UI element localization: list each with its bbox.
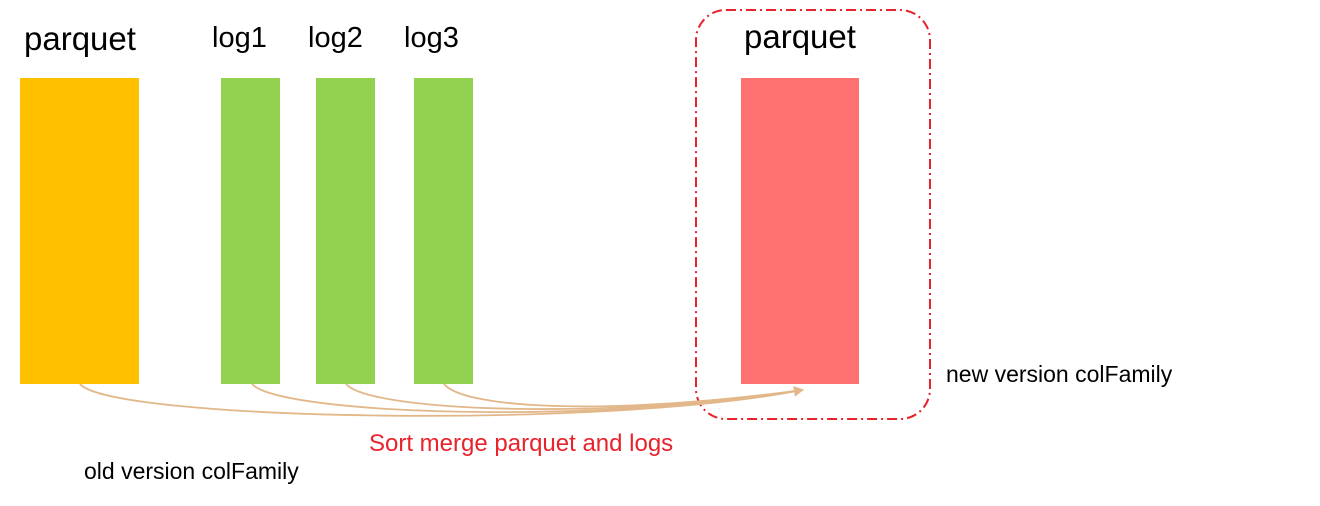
merge-caption: Sort merge parquet and logs	[369, 430, 674, 457]
log1-label: log1	[212, 22, 267, 54]
old-parquet-label: parquet	[24, 20, 136, 57]
log3-block	[414, 78, 473, 384]
log1-block	[221, 78, 280, 384]
old-version-caption: old version colFamily	[84, 458, 299, 484]
new-parquet-block	[741, 78, 859, 384]
new-parquet-label: parquet	[744, 18, 856, 55]
new-version-frame	[695, 9, 931, 420]
old-parquet-block	[20, 78, 139, 384]
merge-arrow-log2	[345, 383, 804, 410]
merge-arrow-log1	[251, 383, 804, 413]
new-version-caption: new version colFamily	[946, 361, 1173, 387]
merge-arrow-log3	[443, 383, 804, 408]
log2-block	[316, 78, 375, 384]
log2-label: log2	[308, 22, 363, 54]
merge-arrow-parquet	[79, 383, 804, 417]
log3-label: log3	[404, 22, 459, 54]
